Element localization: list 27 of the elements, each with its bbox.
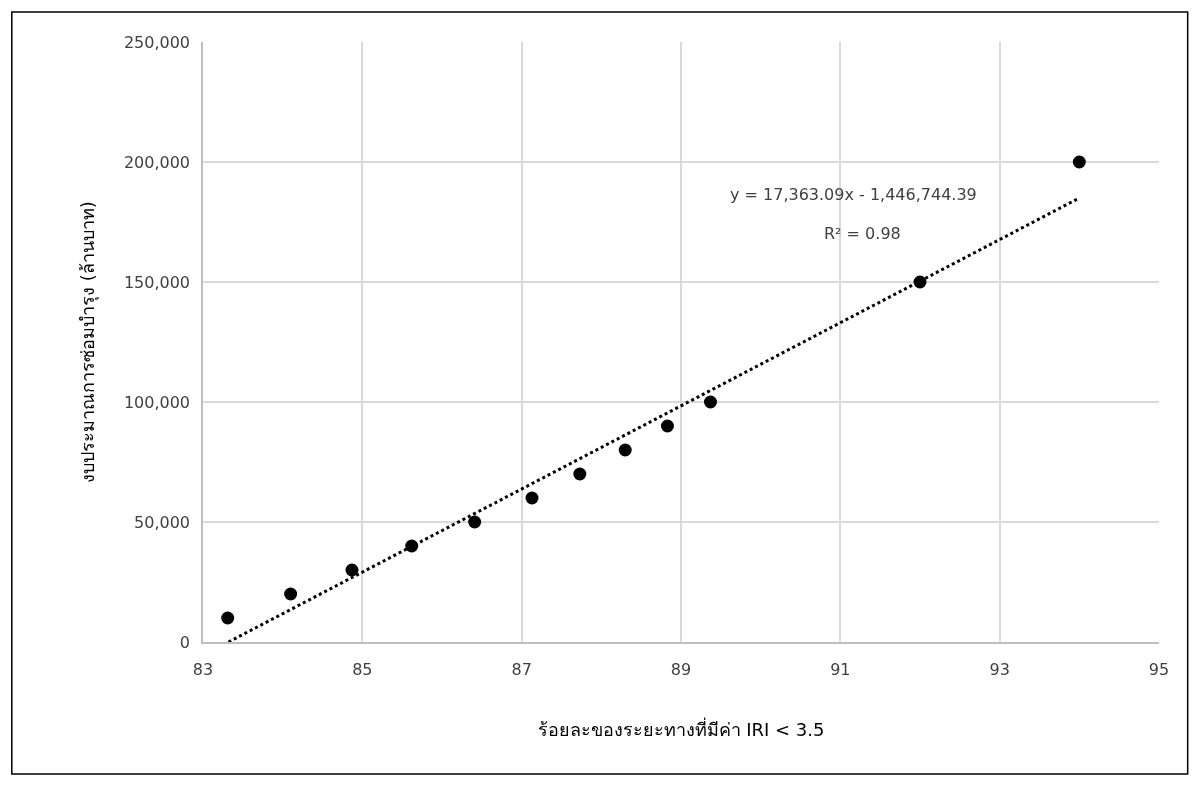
y-tick-label: 200,000 [123, 152, 191, 172]
annotation: R² = 0.98 [824, 224, 901, 243]
x-tick-label: 85 [352, 659, 373, 679]
y-tick-label: 150,000 [123, 272, 191, 292]
y-tick-label: 50,000 [134, 512, 191, 532]
point [703, 395, 717, 409]
annotation: y = 17,363.09x - 1,446,744.39 [730, 185, 977, 204]
point [660, 419, 674, 433]
point [221, 611, 235, 625]
point [284, 587, 298, 601]
y-axis-title: งบประมาณการซ่อมบำรุง (ล้านบาท) [76, 201, 99, 483]
x-tick-label: 83 [192, 659, 214, 679]
point [573, 467, 587, 481]
x-axis-title: ร้อยละของระยะทางที่มีค่า IRI < 3.5 [537, 716, 825, 740]
x-tick-label: 95 [1148, 659, 1170, 679]
y-tick-label: 0 [179, 632, 191, 652]
x-tick-label: 91 [830, 659, 851, 679]
point [1072, 155, 1086, 169]
point [525, 491, 539, 505]
point [468, 515, 482, 529]
x-tick-label: 93 [989, 659, 1010, 679]
x-tick-label: 87 [511, 659, 532, 679]
y-tick-label: 100,000 [123, 392, 191, 412]
point [345, 563, 359, 577]
x-tick-label: 89 [670, 659, 692, 679]
y-tick-label: 250,000 [123, 32, 191, 52]
point [618, 443, 632, 457]
